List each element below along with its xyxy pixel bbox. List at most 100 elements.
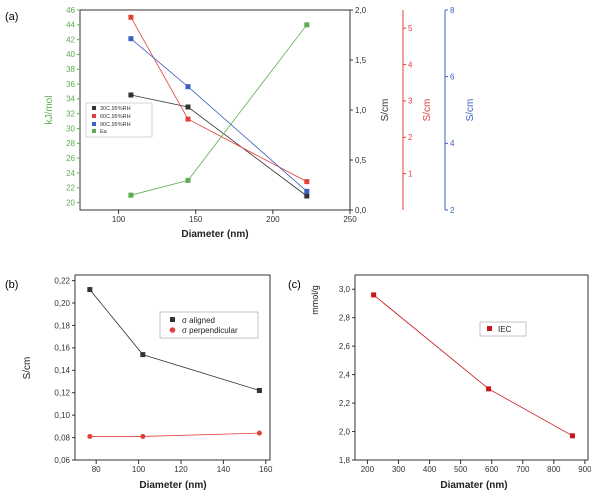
b-y-tick-label: 0,20 xyxy=(54,299,70,308)
legend-marker-ea xyxy=(92,129,96,133)
a-x-tick-label: 200 xyxy=(266,215,280,224)
panel-c-series-group xyxy=(371,292,575,439)
a-right-y3-tick-label: 6 xyxy=(450,72,455,81)
a-right-y3-tick-label: 2 xyxy=(450,206,455,215)
b-y-tick-label: 0,10 xyxy=(54,411,70,420)
a-left-y-tick-label: 40 xyxy=(66,50,75,59)
b-series-perpendicular-point xyxy=(140,433,146,439)
a-series-1-point xyxy=(304,179,310,185)
c-x-tick-label: 300 xyxy=(392,465,406,474)
b-y-tick-label: 0,18 xyxy=(54,321,70,330)
panel-a-right-axis-3: 2 4 6 8 xyxy=(444,6,455,215)
a-left-y-tick-label: 34 xyxy=(66,95,75,104)
c-x-tick-label: 600 xyxy=(485,465,499,474)
legend-label-sigma-aligned: σ aligned xyxy=(182,316,215,325)
a-series-3-point xyxy=(128,192,134,198)
a-left-y-tick-label: 30 xyxy=(66,124,75,133)
panel-b-legend-box xyxy=(159,311,259,339)
b-y-tick-label: 0,08 xyxy=(54,433,70,442)
a-right-y1-tick-label: 1,0 xyxy=(355,106,367,115)
panel-c-label: (c) xyxy=(288,279,301,291)
a-left-y-tick-label: 46 xyxy=(66,6,75,15)
panel-a-legend: 30C,95%RH 60C,95%RH 90C,95%RH Ea xyxy=(85,102,153,138)
c-x-tick-label: 400 xyxy=(423,465,437,474)
panel-c-x-axis-label: Diamater (nm) xyxy=(440,480,507,490)
b-series-aligned-line xyxy=(89,289,260,391)
a-series-1-point xyxy=(128,14,134,20)
a-left-y-tick-label: 28 xyxy=(66,139,75,148)
panel-a-left-axis: 20 22 24 26 28 30 32 34 36 38 40 42 44 46 xyxy=(66,6,80,207)
panel-a-right-axis-1: 0,0 0,5 1,0 1,5 2,0 xyxy=(350,6,367,215)
panel-a-x-axis: 100 150 200 250 xyxy=(112,210,357,224)
panel-c-y-axis: 1,8 2,0 2,2 2,4 2,6 2,8 3,0 xyxy=(339,285,355,465)
legend-marker-iec xyxy=(487,326,492,331)
a-left-y-tick-label: 38 xyxy=(66,65,75,74)
panel-b-frame xyxy=(74,274,271,461)
a-right-y3-tick-label: 8 xyxy=(450,6,455,15)
legend-label-60c: 60C,95%RH xyxy=(100,114,131,120)
legend-marker-30c xyxy=(92,106,96,110)
a-right-y2-tick-label: 3 xyxy=(408,97,413,106)
panel-b-y-axis: 0,06 0,08 0,10 0,12 0,14 0,16 0,18 0,20 0,22 xyxy=(54,276,75,465)
panel-b-series-group xyxy=(87,287,262,439)
b-series-aligned-point xyxy=(140,352,146,358)
a-right-y2-tick-label: 4 xyxy=(408,60,413,69)
b-y-tick-label: 0,12 xyxy=(54,389,70,398)
panel-b-label: (b) xyxy=(5,279,18,291)
a-left-y-tick-label: 32 xyxy=(66,110,75,119)
panel-b-legend: σ aligned σ perpendicular xyxy=(159,311,259,339)
c-series-iec-line xyxy=(373,294,573,437)
panel-c-x-axis: 200 300 400 500 600 700 800 900 xyxy=(361,460,591,474)
c-x-tick-label: 500 xyxy=(454,465,468,474)
a-right-y2-tick-label: 1 xyxy=(408,169,413,178)
a-series-2-line xyxy=(130,38,308,192)
c-y-tick-label: 2,0 xyxy=(339,427,351,436)
legend-label-30c: 30C,95%RH xyxy=(100,106,131,112)
panel-c-y-axis-label: mmol/g xyxy=(310,285,320,315)
legend-label-sigma-perpendicular: σ perpendicular xyxy=(182,326,238,335)
panel-b-y-axis-label: S/cm xyxy=(22,357,33,380)
legend-marker-sigma-perpendicular xyxy=(169,327,176,333)
a-right-y2-tick-label: 5 xyxy=(408,24,413,33)
panel-a-left-axis-label: kJ/mol xyxy=(44,96,55,125)
legend-label-iec: IEC xyxy=(498,325,512,334)
panel-b-x-axis-label: Diameter (nm) xyxy=(139,480,206,490)
a-series-3-line xyxy=(130,24,308,196)
legend-label-ea: Ea xyxy=(100,129,108,135)
b-y-tick-label: 0,16 xyxy=(54,344,70,353)
b-y-tick-label: 0,14 xyxy=(54,366,70,375)
panel-a-right-axis-2: 1 2 3 4 5 xyxy=(402,10,413,210)
a-x-tick-label: 250 xyxy=(343,215,357,224)
a-left-y-tick-label: 42 xyxy=(66,35,75,44)
c-x-tick-label: 200 xyxy=(361,465,375,474)
panel-a-right-axis-1-label: S/cm xyxy=(380,99,391,122)
a-left-y-tick-label: 22 xyxy=(66,184,75,193)
b-series-aligned-point xyxy=(256,387,262,393)
a-right-y1-tick-label: 0,5 xyxy=(355,156,367,165)
panel-b: (b) 0,06 0,08 0,10 0,12 0,14 0,16 0,18 0,20 0,22… xyxy=(5,274,273,490)
b-y-tick-label: 0,06 xyxy=(54,456,70,465)
a-right-y1-tick-label: 0,0 xyxy=(355,206,367,215)
a-series-0-line xyxy=(130,94,308,197)
panel-c: (c) 1,8 2,0 2,2 2,4 2,6 2,8 3,0 200 300 400 500 60… xyxy=(288,274,591,490)
legend-marker-90c xyxy=(92,122,96,126)
a-left-y-tick-label: 20 xyxy=(66,198,75,207)
c-y-tick-label: 2,8 xyxy=(339,313,351,322)
a-left-y-tick-label: 26 xyxy=(66,154,75,163)
a-x-tick-label: 150 xyxy=(189,215,203,224)
legend-marker-sigma-aligned xyxy=(170,317,175,322)
a-series-0-point xyxy=(185,104,191,110)
panel-a-label: (a) xyxy=(5,11,18,23)
a-right-y1-tick-label: 2,0 xyxy=(355,6,367,15)
b-series-aligned-point xyxy=(87,287,93,293)
c-series-iec-point xyxy=(569,433,575,439)
c-x-tick-label: 700 xyxy=(516,465,530,474)
b-series-perpendicular-point xyxy=(256,430,262,436)
b-x-tick-label: 100 xyxy=(132,465,146,474)
b-x-tick-label: 120 xyxy=(174,465,188,474)
a-series-2-point xyxy=(304,188,310,194)
b-x-tick-label: 140 xyxy=(217,465,231,474)
a-series-0-point xyxy=(304,193,310,199)
